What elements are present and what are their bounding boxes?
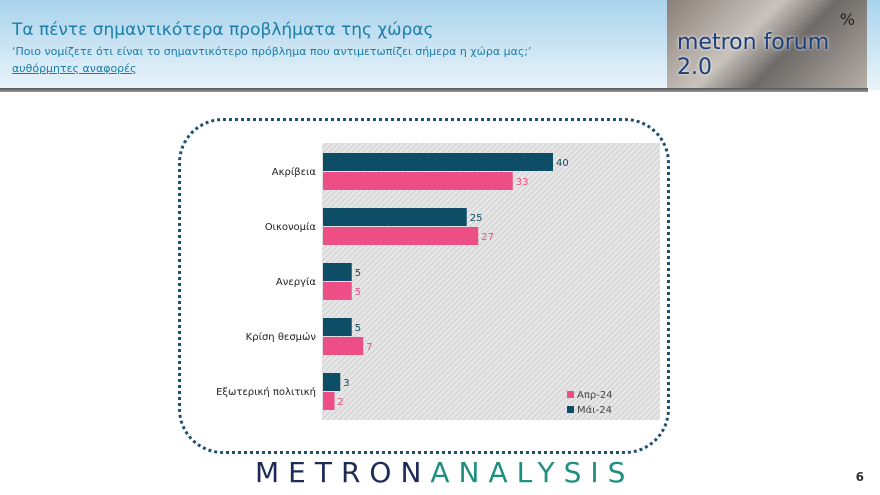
category-label: Ακρίβεια xyxy=(272,166,317,178)
bar-Απρ-24 xyxy=(323,172,513,190)
data-label: 25 xyxy=(470,213,483,224)
bar-Απρ-24 xyxy=(323,392,335,410)
metron-analysis-logo: METRONANALYSIS xyxy=(255,456,635,489)
data-label: 5 xyxy=(355,268,361,279)
data-label: 2 xyxy=(338,397,344,408)
bar-Μάι-24 xyxy=(323,208,467,226)
question-subtitle: ‘Ποιο νομίζετε ότι είναι το σημαντικότερ… xyxy=(12,45,532,58)
bar-Μάι-24 xyxy=(323,263,352,281)
chart-frame xyxy=(178,118,670,454)
page-number: 6 xyxy=(855,470,864,484)
bar-Μάι-24 xyxy=(323,373,341,391)
data-label: 5 xyxy=(355,323,361,334)
legend-label: Μάι-24 xyxy=(577,404,612,416)
category-label: Οικονομία xyxy=(265,221,317,233)
logo-text: metron forum 2.0 xyxy=(677,30,830,80)
data-label: 40 xyxy=(556,158,569,169)
percent-symbol: % xyxy=(839,10,855,29)
bar-Απρ-24 xyxy=(323,227,479,245)
data-label: 27 xyxy=(481,232,494,243)
category-label: Εξωτερική πολιτική xyxy=(216,386,316,398)
category-label: Ανεργία xyxy=(276,276,316,288)
page-title: Τα πέντε σημαντικότερα προβλήματα της χώ… xyxy=(12,20,434,40)
header-divider xyxy=(0,88,868,92)
category-label: Κρίση θεσμών xyxy=(246,331,317,343)
data-label: 3 xyxy=(343,378,349,389)
data-label: 33 xyxy=(516,177,529,188)
metron-forum-logo: % metron forum 2.0 xyxy=(667,0,867,88)
bar-Απρ-24 xyxy=(323,282,352,300)
bar-Απρ-24 xyxy=(323,337,364,355)
legend-label: Απρ-24 xyxy=(577,390,613,401)
data-label: 7 xyxy=(366,342,372,353)
bar-Μάι-24 xyxy=(323,318,352,336)
bar-Μάι-24 xyxy=(323,153,553,171)
data-label: 5 xyxy=(355,287,361,298)
legend-swatch xyxy=(567,391,574,398)
note-label: αυθόρμητες αναφορές xyxy=(12,62,137,75)
legend-swatch xyxy=(567,406,574,413)
